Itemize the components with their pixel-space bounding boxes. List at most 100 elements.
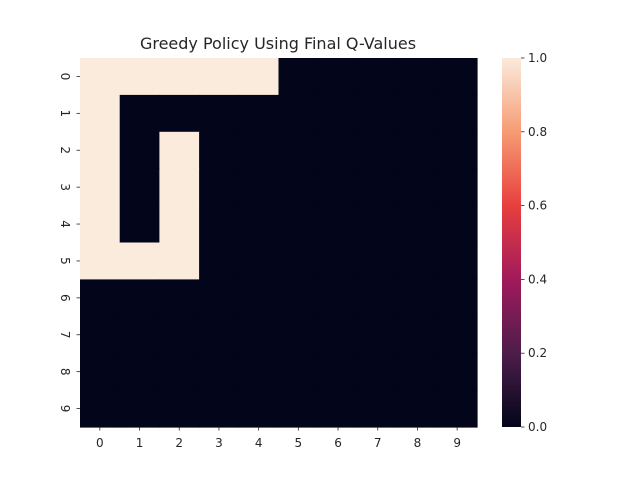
heatmap-cell [318, 316, 359, 354]
heatmap-cell [397, 131, 438, 170]
heatmap-cell [238, 205, 280, 244]
heatmap-cell [357, 242, 399, 280]
heatmap-cell [397, 242, 438, 280]
heatmap-cell [437, 131, 478, 170]
colorbar-tick-label: 0.4 [528, 272, 547, 286]
heatmap-cell [199, 205, 240, 244]
heatmap-cell [119, 316, 160, 354]
heatmap-cell [318, 94, 359, 133]
heatmap-cell [159, 353, 200, 391]
heatmap-cell [437, 353, 478, 391]
chart-title: Greedy Policy Using Final Q-Values [140, 34, 416, 53]
heatmap-cell [119, 242, 160, 280]
heatmap-cell [318, 353, 359, 391]
heatmap-cell [199, 390, 240, 428]
heatmap-cell [119, 390, 160, 428]
heatmap-cell [199, 58, 240, 96]
heatmap-cell [318, 205, 359, 244]
heatmap-cell [119, 353, 160, 391]
y-tick-label: 8 [58, 368, 72, 376]
heatmap-cell [278, 353, 319, 391]
x-tick-label: 7 [374, 436, 382, 450]
x-tick-label: 0 [96, 436, 104, 450]
heatmap-cell [278, 205, 319, 244]
heatmap-cell [437, 205, 478, 244]
heatmap-cell [437, 168, 478, 207]
y-tick-label: 7 [58, 331, 72, 339]
heatmap-cell [278, 242, 319, 280]
heatmap-cells [80, 58, 478, 428]
heatmap-cell [80, 279, 121, 317]
heatmap-cell [159, 279, 200, 317]
heatmap-cell [278, 316, 319, 354]
heatmap-cell [318, 168, 359, 207]
y-tick-label: 6 [58, 294, 72, 302]
heatmap-cell [397, 316, 438, 354]
y-tick-label: 2 [58, 146, 72, 154]
x-tick-label: 1 [136, 436, 144, 450]
heatmap-cell [357, 168, 399, 207]
heatmap-cell [397, 58, 438, 96]
heatmap-cell [159, 242, 200, 280]
heatmap-cell [159, 390, 200, 428]
heatmap-cell [278, 58, 319, 96]
heatmap-cell [238, 353, 280, 391]
heatmap-cell [119, 58, 160, 96]
heatmap-cell [318, 390, 359, 428]
heatmap-cell [159, 316, 200, 354]
x-axis-ticks: 0 1 2 3 4 5 6 7 8 9 [96, 427, 461, 450]
heatmap-cell [397, 390, 438, 428]
heatmap-cell [437, 242, 478, 280]
colorbar-tick-label: 0.8 [528, 125, 547, 139]
heatmap-cell [119, 131, 160, 170]
heatmap-cell [357, 390, 399, 428]
y-tick-label: 1 [58, 110, 72, 118]
heatmap-cell [80, 316, 121, 354]
heatmap-cell [199, 168, 240, 207]
colorbar-tick-label: 0.0 [528, 420, 547, 434]
heatmap-cell [278, 279, 319, 317]
heatmap-cell [80, 242, 121, 280]
heatmap-cell [357, 279, 399, 317]
x-tick-label: 9 [453, 436, 461, 450]
heatmap-cell [238, 390, 280, 428]
y-tick-label: 5 [58, 257, 72, 265]
heatmap-cell [159, 168, 200, 207]
heatmap-cell [199, 279, 240, 317]
heatmap-cell [238, 242, 280, 280]
heatmap-cell [278, 390, 319, 428]
heatmap-cell [238, 131, 280, 170]
heatmap-cell [238, 94, 280, 133]
heatmap-cell [238, 58, 280, 96]
heatmap-cell [397, 94, 438, 133]
heatmap-cell [80, 353, 121, 391]
heatmap-cell [357, 131, 399, 170]
heatmap-cell [199, 131, 240, 170]
heatmap-cell [159, 131, 200, 170]
heatmap-cell [119, 205, 160, 244]
heatmap-cell [437, 279, 478, 317]
y-axis-ticks: 0 1 2 3 4 5 6 7 8 9 [58, 73, 80, 412]
heatmap-cell [80, 168, 121, 207]
heatmap-cell [397, 353, 438, 391]
heatmap-cell [199, 242, 240, 280]
heatmap-cell [199, 353, 240, 391]
heatmap-cell [80, 205, 121, 244]
y-tick-label: 0 [58, 73, 72, 81]
colorbar-tick-label: 0.2 [528, 346, 547, 360]
heatmap-cell [278, 131, 319, 170]
heatmap-cell [357, 353, 399, 391]
heatmap-cell [318, 242, 359, 280]
y-tick-label: 4 [58, 220, 72, 228]
heatmap-cell [159, 58, 200, 96]
heatmap-cell [397, 205, 438, 244]
x-tick-label: 6 [334, 436, 342, 450]
heatmap-cell [278, 94, 319, 133]
heatmap-cell [119, 168, 160, 207]
heatmap-cell [199, 316, 240, 354]
x-tick-label: 5 [295, 436, 303, 450]
heatmap-cell [357, 316, 399, 354]
heatmap-cell [318, 279, 359, 317]
heatmap-cell [199, 94, 240, 133]
